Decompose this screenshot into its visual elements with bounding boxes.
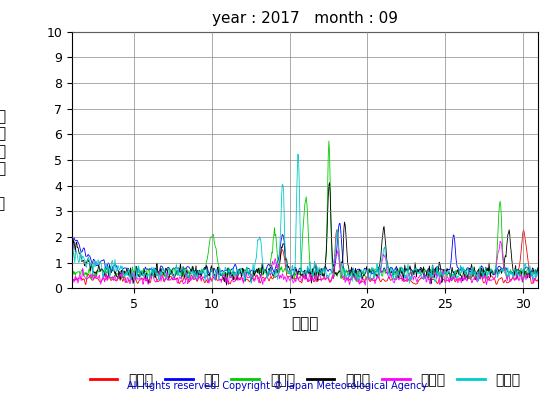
屋久島 <box>535 275 542 279</box>
石廈崎 <box>377 266 384 271</box>
生月島 <box>197 274 204 279</box>
Line: 石廈崎: 石廈崎 <box>72 141 538 281</box>
唐桑 <box>535 271 542 275</box>
生月島 <box>362 283 369 288</box>
生月島 <box>77 275 84 280</box>
上ノ国 <box>377 279 384 284</box>
屋久島 <box>377 264 384 269</box>
屋久島 <box>125 267 132 271</box>
Legend: 上ノ国, 唐桑, 石廈崎, 経ヶ岸, 生月島, 屋久島: 上ノ国, 唐桑, 石廈崎, 経ヶ岸, 生月島, 屋久島 <box>84 367 527 392</box>
石廈崎 <box>69 275 75 280</box>
石廈崎 <box>77 271 84 276</box>
Title: year : 2017   month : 09: year : 2017 month : 09 <box>212 11 398 26</box>
唐桑 <box>377 266 384 271</box>
経ヶ岸 <box>326 181 333 185</box>
上ノ国 <box>363 275 370 280</box>
生月島 <box>69 284 75 289</box>
石廈崎 <box>535 275 542 280</box>
経ヶ岸 <box>197 272 204 276</box>
生月島 <box>173 276 179 281</box>
上ノ国 <box>69 282 75 286</box>
上ノ国 <box>334 228 340 232</box>
石廈崎 <box>125 269 132 274</box>
唐桑 <box>77 248 84 253</box>
屋久島 <box>77 250 84 255</box>
生月島 <box>376 275 382 280</box>
屋久島 <box>173 265 179 269</box>
生月島 <box>535 271 542 276</box>
屋久島 <box>295 152 301 156</box>
Text: All rights reserved. Copyright © Japan Meteorological Agency: All rights reserved. Copyright © Japan M… <box>128 381 427 391</box>
経ヶ岸 <box>173 272 179 276</box>
石廈崎 <box>173 270 179 275</box>
生月島 <box>125 277 132 282</box>
石廈崎 <box>197 269 204 274</box>
上ノ国 <box>173 276 180 281</box>
経ヶ岸 <box>223 282 230 287</box>
Line: 屋久島: 屋久島 <box>72 154 538 283</box>
生月島 <box>497 239 503 244</box>
唐桑 <box>130 276 137 280</box>
Line: 経ヶ岸: 経ヶ岸 <box>72 183 538 285</box>
唐桑 <box>198 271 204 276</box>
Y-axis label: 有
義
波
高

（m）: 有 義 波 高 （m） <box>0 109 5 211</box>
X-axis label: （日）: （日） <box>291 317 319 332</box>
Line: 生月島: 生月島 <box>72 241 538 286</box>
石廈崎 <box>353 279 360 284</box>
唐桑 <box>363 267 370 271</box>
唐桑 <box>337 221 344 226</box>
経ヶ岸 <box>69 262 75 267</box>
Line: 唐桑: 唐桑 <box>72 223 538 278</box>
唐桑 <box>125 266 132 271</box>
唐桑 <box>69 271 75 276</box>
屋久島 <box>248 281 254 286</box>
石廈崎 <box>326 139 332 143</box>
経ヶ岸 <box>363 264 370 269</box>
屋久島 <box>363 269 370 274</box>
上ノ国 <box>126 278 133 282</box>
経ヶ岸 <box>77 250 84 255</box>
唐桑 <box>173 265 180 270</box>
Line: 上ノ国: 上ノ国 <box>72 230 538 285</box>
上ノ国 <box>535 280 542 284</box>
屋久島 <box>69 270 75 275</box>
石廈崎 <box>363 275 370 279</box>
屋久島 <box>197 271 204 275</box>
上ノ国 <box>77 276 84 281</box>
経ヶ岸 <box>125 271 132 276</box>
経ヶ岸 <box>377 259 384 263</box>
経ヶ岸 <box>535 265 542 270</box>
上ノ国 <box>83 282 89 287</box>
上ノ国 <box>198 277 204 282</box>
